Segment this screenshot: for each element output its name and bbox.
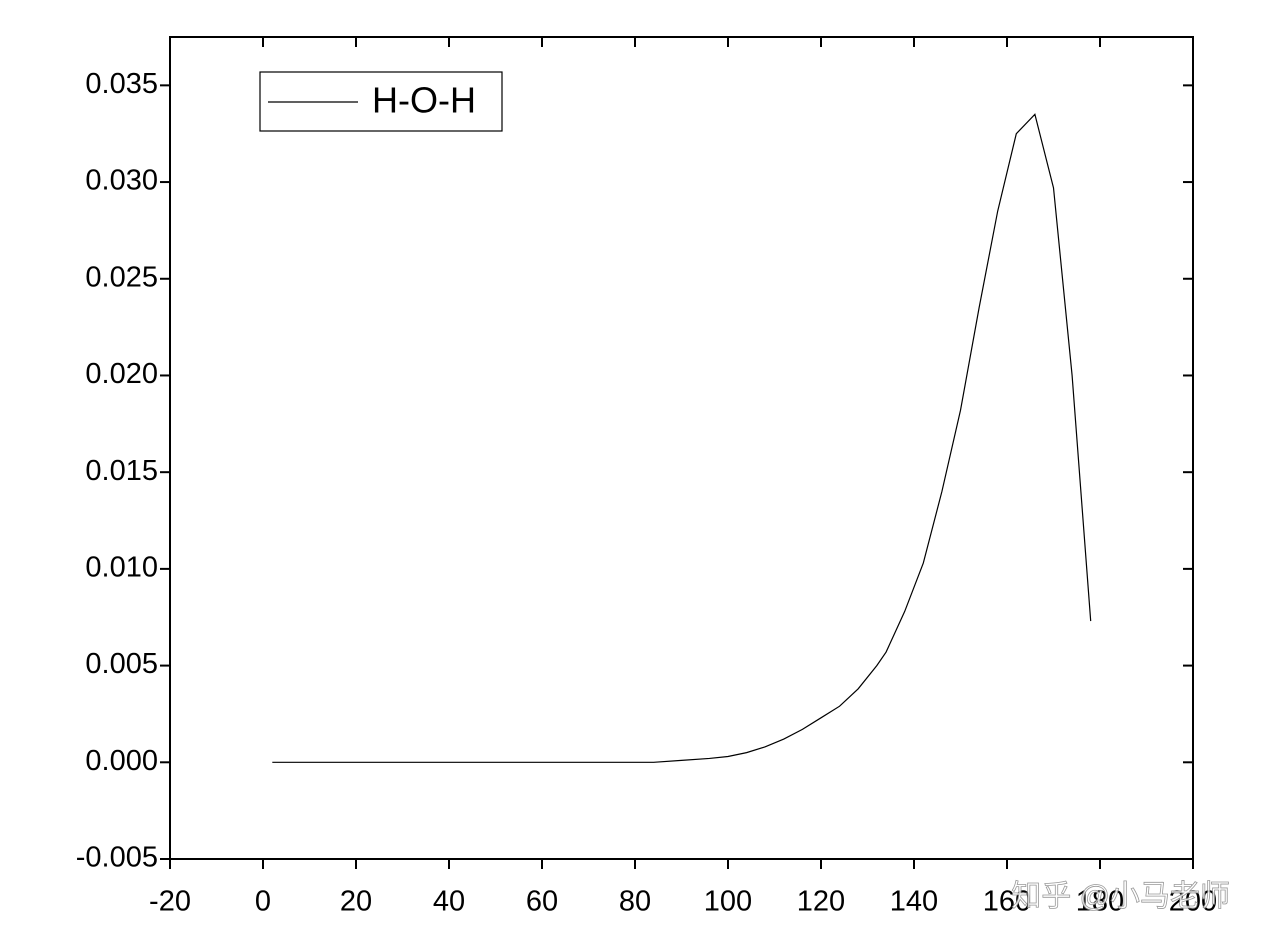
x-tick-label: 200 (1169, 886, 1217, 918)
x-tick-label: 60 (526, 886, 558, 918)
watermark: 知乎 @小马老师 (1011, 880, 1230, 913)
x-tick-label: 100 (704, 886, 752, 918)
y-tick-label: 0.005 (85, 648, 158, 680)
x-tick-label: 40 (433, 886, 465, 918)
y-tick-label: 0.020 (85, 358, 158, 390)
y-tick-label: 0.025 (85, 261, 158, 293)
y-tick-label: 0.035 (85, 68, 158, 100)
y-tick-label: 0.030 (85, 165, 158, 197)
y-tick-label: 0.000 (85, 745, 158, 777)
y-tick-label: 0.010 (85, 552, 158, 584)
legend-label: H-O-H (372, 80, 476, 121)
x-tick-label: 160 (983, 886, 1031, 918)
y-tick-label: -0.005 (76, 842, 158, 874)
x-tick-label: 120 (797, 886, 845, 918)
plot-frame (169, 36, 1194, 860)
legend: H-O-H (259, 71, 503, 132)
x-tick-label: 140 (890, 886, 938, 918)
x-tick-label: 20 (340, 886, 372, 918)
y-tick-label: 0.015 (85, 455, 158, 487)
x-tick-label: 180 (1076, 886, 1124, 918)
x-tick-label: 0 (255, 886, 271, 918)
x-tick-label: 80 (619, 886, 651, 918)
x-tick-label: -20 (149, 886, 191, 918)
series-line (272, 113, 1092, 763)
